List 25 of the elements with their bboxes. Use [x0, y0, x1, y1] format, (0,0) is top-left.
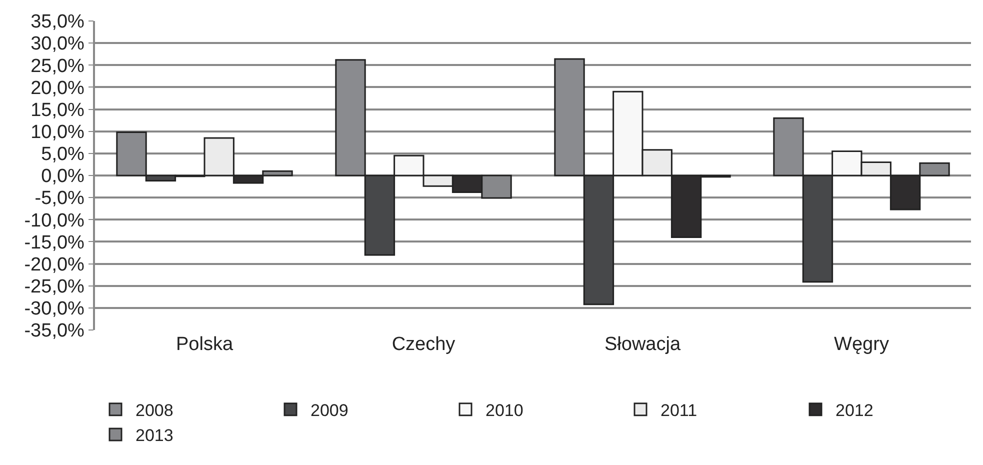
- x-tick-label: Czechy: [392, 334, 456, 355]
- y-tick-label: 0,0%: [41, 166, 85, 188]
- y-tick-label: -30,0%: [24, 298, 85, 320]
- legend-label: 2013: [136, 426, 174, 446]
- legend-label: 2010: [486, 400, 524, 420]
- legend-label: 2012: [836, 400, 874, 420]
- y-tick-label: 30,0%: [30, 34, 85, 55]
- y-tick-label: -20,0%: [24, 254, 85, 276]
- legend-label: 2009: [310, 400, 348, 420]
- legend-label: 2011: [660, 400, 698, 420]
- y-tick-label: 25,0%: [30, 56, 85, 77]
- x-tick-label: Polska: [176, 334, 234, 355]
- y-tick-label: 15,0%: [30, 100, 85, 121]
- y-tick-label: 10,0%: [30, 122, 85, 144]
- x-tick-label: Słowacja: [604, 334, 681, 355]
- x-tick-label: Węgry: [834, 334, 890, 355]
- y-tick-label: -25,0%: [24, 276, 85, 298]
- y-tick-label: 5,0%: [41, 144, 85, 166]
- y-tick-label: -15,0%: [24, 232, 85, 254]
- legend-label: 2008: [136, 400, 174, 420]
- y-tick-label: -5,0%: [34, 188, 85, 210]
- y-tick-label: 20,0%: [30, 78, 85, 99]
- y-tick-label: 35,0%: [30, 12, 85, 33]
- y-tick-label: -10,0%: [24, 210, 85, 232]
- y-tick-label: -35,0%: [24, 320, 85, 342]
